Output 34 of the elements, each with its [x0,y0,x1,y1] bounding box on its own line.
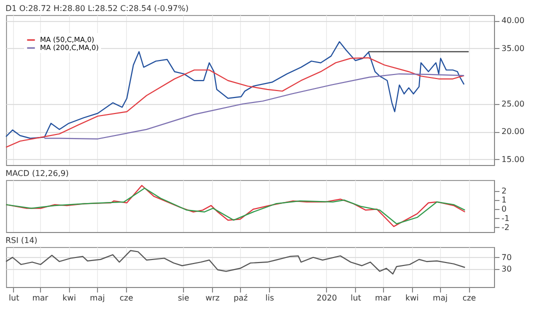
x-tick-label: lut [8,294,20,302]
x-tick-label: maj [90,294,105,302]
y-tick-label: 70 [502,252,512,262]
y-tick-label: -1 [502,214,510,223]
line-series [5,41,465,139]
x-tick-label: mar [32,294,49,302]
x-tick-label: kwi [62,294,76,302]
line-series [5,57,465,148]
y-tick-label: -2 [502,222,510,232]
x-tick-label: lis [265,294,274,302]
y-tick-label: 40.00 [502,16,524,26]
y-tick-label: 1 [502,196,507,205]
y-tick-label: 0 [502,204,507,214]
y-tick-label: 25.00 [502,99,524,108]
y-tick-label: 20.00 [502,127,524,136]
y-tick-label: 15.00 [502,154,524,164]
x-tick-label: sie [178,294,190,302]
chart-title: D1 O:28.72 H:28.80 L:28.52 C:28.54 (-0.97%) [5,4,189,13]
chart-title: RSI (14) [5,236,38,245]
y-tick-label: 30 [502,264,512,274]
x-tick-label: maj [432,294,448,302]
x-tick-label: paź [234,294,248,302]
line-series [44,73,465,140]
x-tick-label: 2020 [316,294,338,302]
x-tick-label: cze [120,294,134,302]
x-tick-label: wrz [206,294,220,302]
x-tick-label: kwi [405,294,419,302]
x-tick-label: cze [462,294,476,302]
chart-title: MACD (12,26,9) [5,169,69,178]
y-tick-label: 2 [502,186,507,196]
x-tick-label: mar [375,294,392,302]
line-series [5,250,466,275]
x-tick-label: lut [350,294,362,302]
y-tick-label: 35.00 [502,44,524,53]
